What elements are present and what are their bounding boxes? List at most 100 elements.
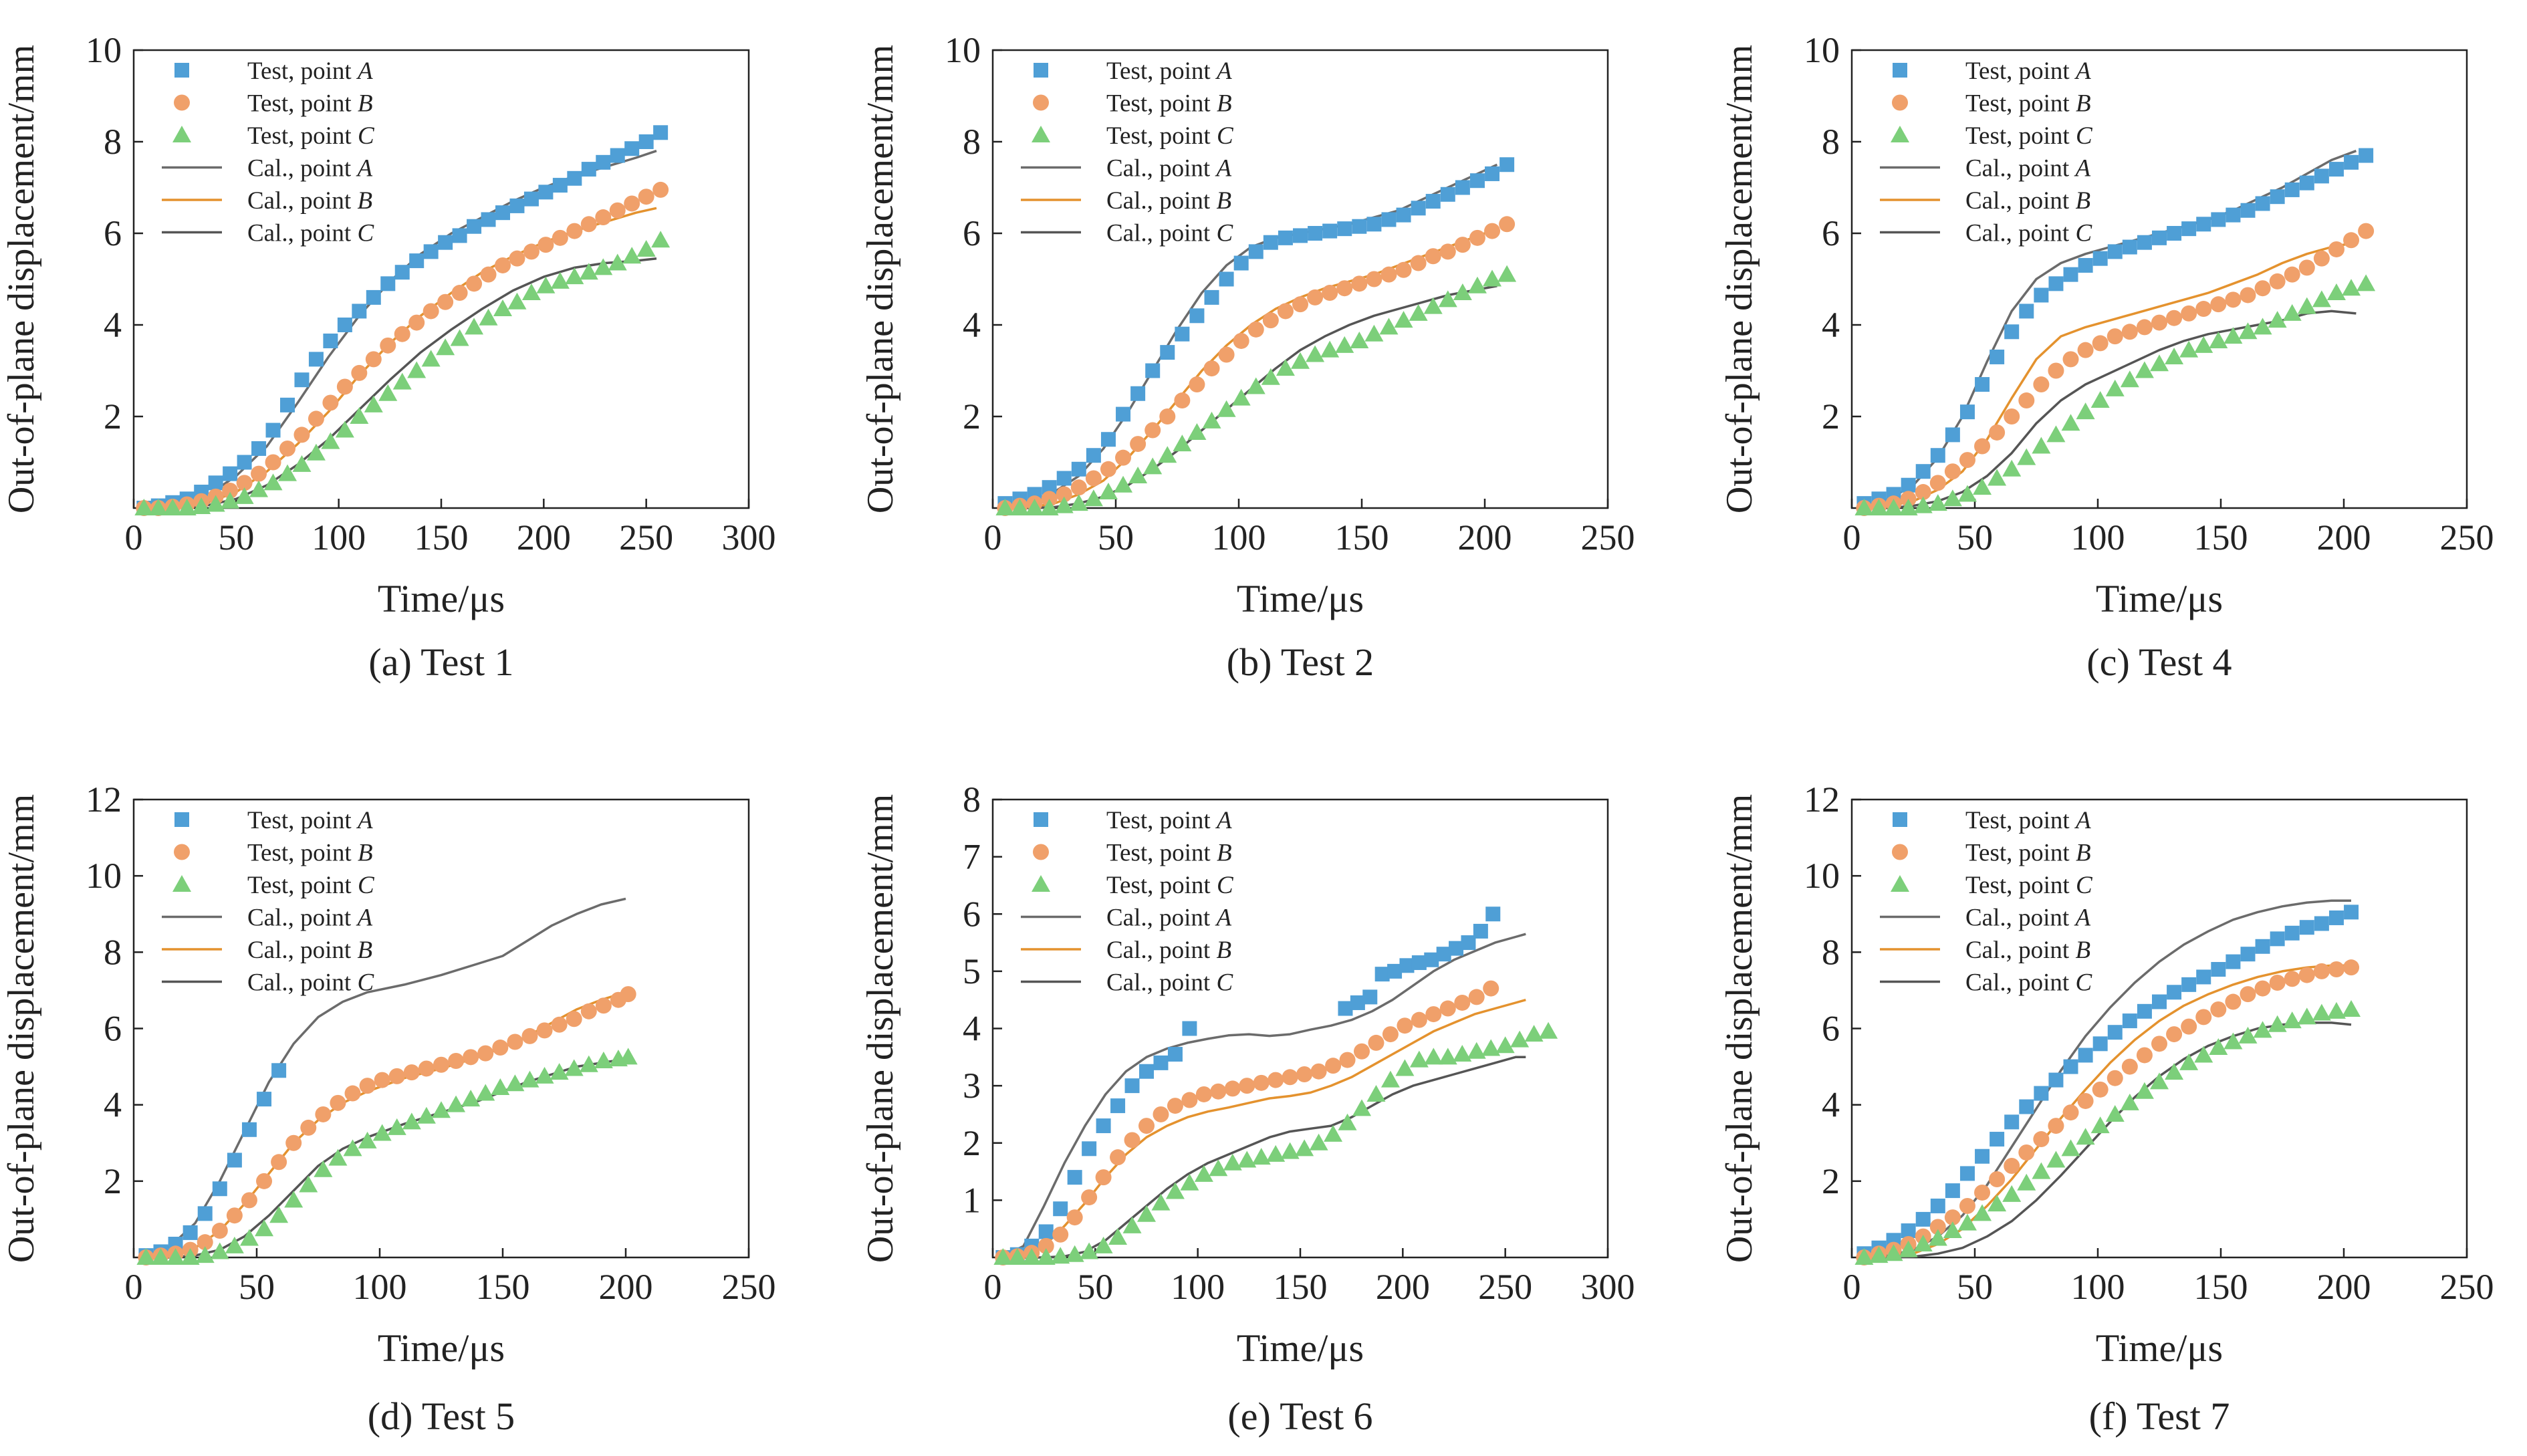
data-point-c xyxy=(1928,1229,1947,1246)
data-point-c xyxy=(1010,499,1030,515)
data-point-c xyxy=(2223,327,2243,344)
data-point-b xyxy=(408,314,425,331)
legend-label: Cal., point A xyxy=(1106,904,1231,932)
legend-marker xyxy=(1032,875,1050,892)
data-point-c xyxy=(1217,400,1236,417)
legend-point-letter: B xyxy=(358,90,373,118)
data-point-c xyxy=(436,338,455,356)
legend-point-letter: C xyxy=(2076,872,2093,899)
data-point-a xyxy=(323,333,338,348)
data-point-a xyxy=(2019,1099,2034,1114)
x-tick-label: 0 xyxy=(125,1267,143,1307)
legend-label: Cal., point B xyxy=(1965,187,2090,215)
data-point-a xyxy=(1461,935,1476,951)
data-point-b xyxy=(1454,994,1471,1011)
legend-label: Test, point A xyxy=(247,807,373,834)
series-line-a xyxy=(1864,899,2351,1259)
data-point-c xyxy=(636,239,656,257)
y-tick-label: 2 xyxy=(963,1123,981,1163)
data-point-c xyxy=(1051,1247,1070,1264)
data-point-b xyxy=(394,326,410,342)
legend-marker xyxy=(172,875,191,892)
data-point-b xyxy=(1483,980,1499,997)
data-point-a xyxy=(1930,448,1945,463)
data-point-c xyxy=(1467,1042,1486,1059)
data-point-b xyxy=(1411,1011,1427,1028)
data-point-b xyxy=(236,475,253,491)
data-point-a xyxy=(1485,166,1500,181)
data-point-c xyxy=(180,1248,200,1265)
data-point-c xyxy=(479,308,498,326)
data-point-a xyxy=(509,198,525,213)
legend-label: Cal., point A xyxy=(247,904,372,932)
data-point-a xyxy=(337,318,352,332)
x-tick-label: 100 xyxy=(353,1267,407,1307)
data-point-b xyxy=(2121,1058,2138,1075)
data-point-c xyxy=(622,247,642,264)
legend-point-letter: B xyxy=(1216,187,1231,215)
x-tick-label: 250 xyxy=(1581,517,1635,558)
data-point-c xyxy=(447,1095,466,1112)
data-point-b xyxy=(1339,1052,1356,1068)
data-point-b xyxy=(1115,449,1132,466)
data-point-a xyxy=(2270,189,2285,205)
data-point-b xyxy=(197,1234,213,1251)
data-point-a xyxy=(2328,162,2344,177)
data-point-a xyxy=(1411,201,1426,216)
data-point-b xyxy=(2004,408,2020,424)
data-point-c xyxy=(2017,448,2036,465)
series-line-b xyxy=(146,991,626,1259)
data-point-b xyxy=(1380,266,1397,283)
data-point-b xyxy=(2062,1104,2079,1121)
data-point-b xyxy=(418,1060,435,1077)
data-point-c xyxy=(2179,1053,2199,1070)
data-point-b xyxy=(1959,452,1975,469)
data-point-c xyxy=(1854,499,1874,515)
data-point-c xyxy=(235,487,254,504)
data-point-a xyxy=(1086,448,1101,463)
data-point-a xyxy=(1366,217,1382,232)
data-point-b xyxy=(2195,301,2212,318)
data-point-c xyxy=(249,480,269,497)
data-point-a xyxy=(394,265,410,280)
data-point-b xyxy=(1354,1043,1370,1060)
plot-frame xyxy=(1850,49,2468,509)
data-point-c xyxy=(299,1175,318,1193)
data-point-a xyxy=(552,178,568,193)
data-point-a xyxy=(241,1122,257,1137)
data-point-a xyxy=(1145,363,1161,378)
data-point-c xyxy=(1510,1030,1530,1048)
data-point-b xyxy=(1085,470,1102,487)
data-point-a xyxy=(653,125,669,140)
data-point-c xyxy=(151,1248,170,1265)
data-point-b xyxy=(536,1022,553,1039)
data-point-b xyxy=(1159,408,1176,424)
data-point-b xyxy=(2195,1009,2212,1025)
data-point-b xyxy=(2092,335,2109,352)
data-point-b xyxy=(1425,248,1441,265)
data-point-c xyxy=(2253,1021,2272,1038)
data-point-c xyxy=(2253,318,2272,335)
data-point-b xyxy=(492,1040,509,1056)
legend-label: Test, point A xyxy=(1965,57,2091,85)
data-point-a xyxy=(271,1063,287,1078)
data-point-a xyxy=(1469,173,1485,189)
data-point-c xyxy=(550,271,570,289)
data-point-c xyxy=(192,497,211,514)
data-point-b xyxy=(1989,1171,2006,1187)
data-point-a xyxy=(2314,168,2329,184)
data-point-c xyxy=(1128,467,1148,484)
data-point-c xyxy=(564,1059,584,1076)
legend-marker xyxy=(1032,126,1050,142)
x-tick-label: 150 xyxy=(476,1267,530,1307)
data-point-c xyxy=(335,420,354,438)
legend-point-letter: A xyxy=(2074,57,2091,85)
data-point-c xyxy=(2046,1150,2066,1168)
data-point-a xyxy=(2063,267,2078,282)
data-point-b xyxy=(2018,392,2035,409)
legend-label: Cal., point B xyxy=(247,937,372,964)
legend-point-letter: B xyxy=(1217,90,1232,118)
series-line-a xyxy=(145,897,626,1257)
y-tick-label: 10 xyxy=(1804,856,1840,896)
